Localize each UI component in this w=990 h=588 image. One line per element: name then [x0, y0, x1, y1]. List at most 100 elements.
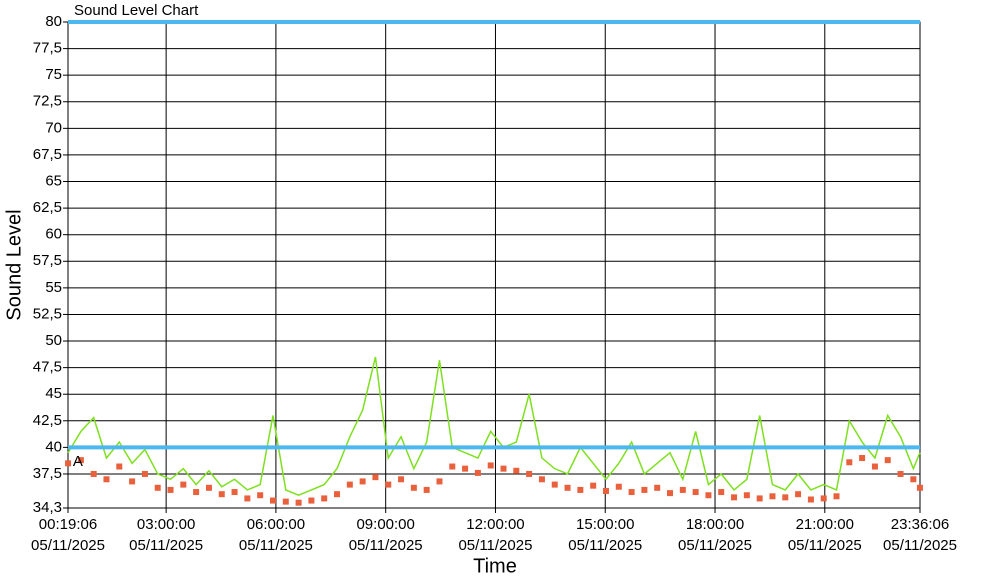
x-axis-label: Time	[473, 555, 517, 577]
data-marker	[564, 484, 571, 491]
data-marker	[180, 481, 187, 488]
data-marker	[154, 484, 161, 491]
data-marker	[526, 470, 533, 477]
data-marker	[641, 486, 648, 493]
data-marker	[910, 476, 917, 483]
data-marker	[141, 470, 148, 477]
y-tick-label: 34,3	[33, 499, 62, 516]
data-marker	[807, 496, 814, 503]
data-marker	[372, 474, 379, 481]
x-tick-label: 18:00:00 05/11/2025	[678, 516, 752, 554]
y-tick-label: 57,5	[33, 252, 62, 269]
series-line	[67, 356, 921, 497]
data-marker	[692, 489, 699, 496]
data-marker	[359, 478, 366, 485]
x-tick-label: 12:00:00 05/11/2025	[458, 516, 533, 554]
data-marker	[679, 486, 686, 493]
y-tick-label: 60	[45, 226, 62, 243]
data-marker	[667, 490, 674, 497]
x-tick-label: 23:36:06 05/11/2025	[883, 516, 957, 554]
x-tick-label: 00:19:06 05/11/2025	[31, 516, 105, 554]
annotation: A	[73, 453, 83, 470]
data-marker	[449, 463, 456, 470]
data-marker	[513, 467, 520, 474]
y-tick-label: 80	[45, 13, 62, 30]
data-marker	[205, 484, 212, 491]
y-tick-label: 72,5	[33, 93, 62, 110]
data-marker	[897, 470, 904, 477]
data-marker	[654, 484, 661, 491]
data-marker	[334, 491, 341, 498]
data-marker	[743, 492, 750, 499]
data-marker	[423, 486, 430, 493]
data-marker	[295, 499, 302, 506]
data-marker	[795, 491, 802, 498]
data-marker	[282, 498, 289, 505]
x-tick-label: 03:00:00 05/11/2025	[129, 516, 204, 554]
data-marker	[718, 489, 725, 496]
data-marker	[820, 495, 827, 502]
data-marker	[705, 492, 712, 499]
data-marker	[859, 455, 866, 462]
y-tick-label: 65	[45, 172, 62, 189]
data-marker	[487, 462, 494, 469]
y-tick-label: 62,5	[33, 199, 62, 216]
x-tick-label: 21:00:00 05/11/2025	[787, 516, 862, 554]
data-marker	[77, 457, 84, 464]
data-marker	[231, 489, 238, 496]
x-tick-label: 15:00:00 05/11/2025	[568, 516, 643, 554]
data-marker	[410, 484, 417, 491]
data-marker	[308, 497, 315, 504]
data-marker	[385, 481, 392, 488]
data-marker	[769, 493, 776, 500]
data-marker	[129, 478, 136, 485]
data-marker	[193, 489, 200, 496]
data-marker	[577, 486, 584, 493]
y-tick-label: 45	[45, 385, 62, 402]
y-tick-label: 50	[45, 332, 62, 349]
data-marker	[90, 470, 97, 477]
data-marker	[615, 483, 622, 490]
data-marker	[257, 492, 264, 499]
data-marker	[884, 457, 891, 464]
y-tick-label: 55	[45, 279, 62, 296]
y-tick-label: 42,5	[33, 412, 62, 429]
y-tick-label: 75	[45, 66, 62, 83]
data-marker	[474, 469, 481, 476]
x-tick-label: 06:00:00 05/11/2025	[238, 516, 313, 554]
data-marker	[346, 481, 353, 488]
data-marker	[871, 463, 878, 470]
data-marker	[244, 495, 251, 502]
data-marker	[269, 497, 276, 504]
data-marker	[590, 482, 597, 489]
chart-title: Sound Level Chart	[74, 2, 199, 19]
data-marker	[500, 465, 507, 472]
data-marker	[602, 487, 609, 494]
data-marker	[321, 495, 328, 502]
data-marker	[65, 460, 72, 467]
data-marker	[782, 494, 789, 501]
data-marker	[167, 486, 174, 493]
data-marker	[731, 494, 738, 501]
y-tick-label: 52,5	[33, 305, 62, 322]
data-marker	[462, 465, 469, 472]
data-marker	[916, 484, 923, 491]
y-tick-label: 70	[45, 119, 62, 136]
data-marker	[628, 489, 635, 496]
plot-area	[67, 21, 921, 509]
data-marker	[551, 481, 558, 488]
y-tick-label: 37,5	[33, 465, 62, 482]
data-marker	[103, 476, 110, 483]
x-tick-label: 09:00:00 05/11/2025	[348, 516, 423, 554]
data-marker	[846, 459, 853, 466]
y-tick-label: 67,5	[33, 146, 62, 163]
data-marker	[756, 495, 763, 502]
y-tick-label: 47,5	[33, 359, 62, 376]
y-axis-label: Sound Level	[3, 209, 25, 320]
y-tick-label: 40	[45, 438, 62, 455]
data-marker	[538, 476, 545, 483]
data-marker	[218, 491, 225, 498]
data-marker	[833, 493, 840, 500]
